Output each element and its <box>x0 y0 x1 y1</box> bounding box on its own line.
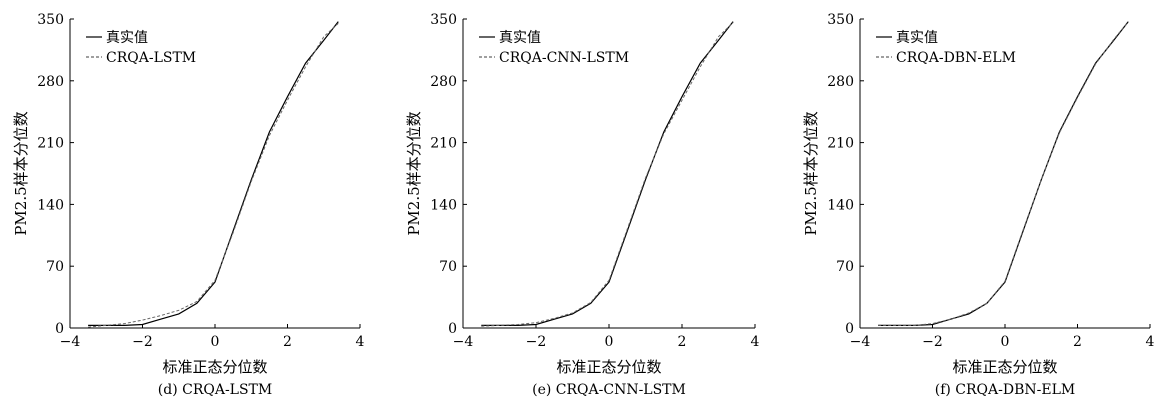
legend-label: CRQA-LSTM <box>106 50 196 66</box>
qq-plot-2: 0 70 140 210 280 350 −4 −2 0 2 4 真实值 CRQA-CNN-LSTM PM… <box>405 12 760 398</box>
legend-label: 真实值 <box>896 30 938 46</box>
legend-label: CRQA-DBN-ELM <box>896 50 1016 66</box>
x-axis-label: 标准正态分位数 <box>162 358 267 376</box>
x-tick-label: 4 <box>751 334 760 350</box>
y-tick-label: 350 <box>430 12 457 28</box>
x-tick-label: −4 <box>453 334 474 350</box>
y-axis-label: PM2.5样本分位数 <box>12 111 30 235</box>
x-tick-label: 4 <box>356 334 365 350</box>
y-axis-label: PM2.5样本分位数 <box>802 111 820 235</box>
predicted-series-line <box>481 22 734 327</box>
x-tick-label: 2 <box>678 334 687 350</box>
y-tick-label: 140 <box>827 197 854 213</box>
y-axis-label: PM2.5样本分位数 <box>405 111 423 235</box>
y-tick-label: 0 <box>448 321 457 337</box>
x-tick-label: −4 <box>850 334 871 350</box>
actual-series-line <box>88 21 339 326</box>
y-tick-label: 210 <box>37 136 64 152</box>
x-tick-label: 0 <box>605 334 614 350</box>
x-tick-label: 2 <box>1073 334 1082 350</box>
actual-series-line <box>878 21 1129 326</box>
x-tick-label: −2 <box>526 334 547 350</box>
qq-plot-3: 0 70 140 210 280 350 −4 −2 0 2 4 真实值 CRQA-DBN-ELM PM2… <box>802 12 1154 398</box>
y-tick-label: 70 <box>46 259 64 275</box>
y-tick-label: 280 <box>37 74 64 90</box>
x-tick-label: −2 <box>922 334 943 350</box>
panel-caption: (f) CRQA-DBN-ELM <box>935 382 1075 398</box>
legend-label: CRQA-CNN-LSTM <box>499 50 629 66</box>
panel-caption: (d) CRQA-LSTM <box>158 382 272 398</box>
y-tick-label: 70 <box>836 259 854 275</box>
y-tick-label: 0 <box>55 321 64 337</box>
y-tick-label: 280 <box>827 74 854 90</box>
x-tick-label: 0 <box>211 334 220 350</box>
predicted-series-line <box>878 21 1129 326</box>
y-tick-label: 210 <box>827 136 854 152</box>
y-tick-label: 280 <box>430 74 457 90</box>
qq-plot-1: 0 70 140 210 280 350 −4 −2 0 2 4 真实值 CRQA-LSTM PM2.5样… <box>12 12 365 398</box>
y-tick-label: 140 <box>430 197 457 213</box>
y-tick-label: 0 <box>845 321 854 337</box>
y-tick-label: 210 <box>430 136 457 152</box>
x-tick-label: −4 <box>60 334 81 350</box>
x-tick-label: 4 <box>1146 334 1154 350</box>
x-axis-label: 标准正态分位数 <box>556 358 661 376</box>
predicted-series-line <box>88 23 339 328</box>
y-tick-label: 350 <box>37 12 64 28</box>
x-tick-label: 0 <box>1001 334 1010 350</box>
x-tick-label: 2 <box>283 334 292 350</box>
x-tick-label: −2 <box>132 334 153 350</box>
actual-series-line <box>481 21 734 326</box>
y-tick-label: 70 <box>439 259 457 275</box>
x-axis-label: 标准正态分位数 <box>952 358 1057 376</box>
legend-label: 真实值 <box>106 30 148 46</box>
y-tick-label: 140 <box>37 197 64 213</box>
panel-caption: (e) CRQA-CNN-LSTM <box>532 382 686 398</box>
y-tick-label: 350 <box>827 12 854 28</box>
legend-label: 真实值 <box>499 30 541 46</box>
